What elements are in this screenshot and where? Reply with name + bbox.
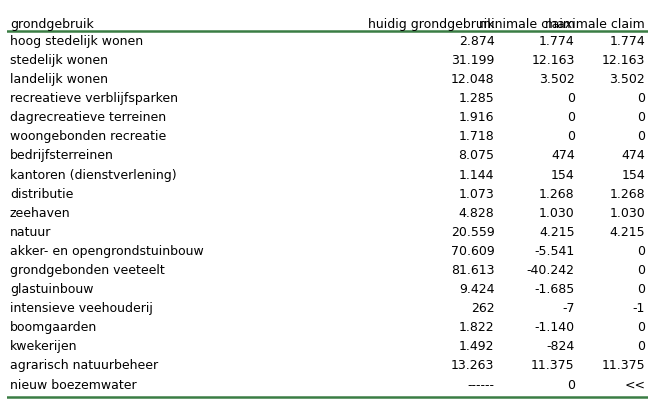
Text: intensieve veehouderij: intensieve veehouderij (10, 302, 153, 315)
Text: -7: -7 (562, 302, 574, 315)
Text: 9.424: 9.424 (459, 283, 495, 296)
Text: 1.774: 1.774 (539, 35, 574, 48)
Text: 1.144: 1.144 (459, 168, 495, 181)
Text: 8.075: 8.075 (458, 150, 495, 163)
Text: 0: 0 (567, 130, 574, 143)
Text: 0: 0 (567, 111, 574, 124)
Text: 1.073: 1.073 (458, 188, 495, 201)
Text: glastuinbouw: glastuinbouw (10, 283, 93, 296)
Text: boomgaarden: boomgaarden (10, 321, 97, 334)
Text: bedrijfsterreinen: bedrijfsterreinen (10, 150, 113, 163)
Text: -5.541: -5.541 (534, 245, 574, 258)
Text: akker- en opengrondstuinbouw: akker- en opengrondstuinbouw (10, 245, 204, 258)
Text: 0: 0 (567, 379, 574, 392)
Text: 11.375: 11.375 (531, 360, 574, 372)
Text: grondgebonden veeteelt: grondgebonden veeteelt (10, 264, 164, 277)
Text: -1.685: -1.685 (534, 283, 574, 296)
Text: 1.268: 1.268 (539, 188, 574, 201)
Text: 0: 0 (637, 264, 645, 277)
Text: kwekerijen: kwekerijen (10, 340, 77, 353)
Text: 12.163: 12.163 (602, 54, 645, 67)
Text: 474: 474 (622, 150, 645, 163)
Text: 4.215: 4.215 (610, 226, 645, 239)
Text: 154: 154 (622, 168, 645, 181)
Text: 262: 262 (471, 302, 495, 315)
Text: 0: 0 (637, 111, 645, 124)
Text: 12.163: 12.163 (531, 54, 574, 67)
Text: 11.375: 11.375 (601, 360, 645, 372)
Text: ------: ------ (468, 379, 495, 392)
Text: 3.502: 3.502 (539, 73, 574, 86)
Text: 1.718: 1.718 (458, 130, 495, 143)
Text: maximale claim: maximale claim (546, 18, 645, 31)
Text: huidig grondgebruik: huidig grondgebruik (368, 18, 495, 31)
Text: <<: << (624, 379, 645, 392)
Text: nieuw boezemwater: nieuw boezemwater (10, 379, 136, 392)
Text: 3.502: 3.502 (610, 73, 645, 86)
Text: 2.874: 2.874 (458, 35, 495, 48)
Text: 0: 0 (637, 321, 645, 334)
Text: 1.030: 1.030 (610, 207, 645, 220)
Text: 1.285: 1.285 (458, 92, 495, 105)
Text: 1.268: 1.268 (610, 188, 645, 201)
Text: stedelijk wonen: stedelijk wonen (10, 54, 108, 67)
Text: -1.140: -1.140 (534, 321, 574, 334)
Text: 474: 474 (551, 150, 574, 163)
Text: landelijk wonen: landelijk wonen (10, 73, 108, 86)
Text: -824: -824 (546, 340, 574, 353)
Text: 0: 0 (637, 340, 645, 353)
Text: 0: 0 (637, 92, 645, 105)
Text: agrarisch natuurbeheer: agrarisch natuurbeheer (10, 360, 158, 372)
Text: 81.613: 81.613 (451, 264, 495, 277)
Text: grondgebruik: grondgebruik (10, 18, 94, 31)
Text: 4.215: 4.215 (539, 226, 574, 239)
Text: 31.199: 31.199 (451, 54, 495, 67)
Text: 1.916: 1.916 (459, 111, 495, 124)
Text: 1.822: 1.822 (458, 321, 495, 334)
Text: -1: -1 (633, 302, 645, 315)
Text: 0: 0 (637, 283, 645, 296)
Text: kantoren (dienstverlening): kantoren (dienstverlening) (10, 168, 176, 181)
Text: 70.609: 70.609 (451, 245, 495, 258)
Text: 0: 0 (567, 92, 574, 105)
Text: 1.774: 1.774 (610, 35, 645, 48)
Text: natuur: natuur (10, 226, 51, 239)
Text: 4.828: 4.828 (458, 207, 495, 220)
Text: 12.048: 12.048 (451, 73, 495, 86)
Text: 0: 0 (637, 130, 645, 143)
Text: zeehaven: zeehaven (10, 207, 70, 220)
Text: 13.263: 13.263 (451, 360, 495, 372)
Text: 20.559: 20.559 (451, 226, 495, 239)
Text: woongebonden recreatie: woongebonden recreatie (10, 130, 166, 143)
Text: dagrecreatieve terreinen: dagrecreatieve terreinen (10, 111, 166, 124)
Text: 1.492: 1.492 (459, 340, 495, 353)
Text: distributie: distributie (10, 188, 73, 201)
Text: 154: 154 (551, 168, 574, 181)
Text: -40.242: -40.242 (527, 264, 574, 277)
Text: minimale claim: minimale claim (479, 18, 574, 31)
Text: 0: 0 (637, 245, 645, 258)
Text: 1.030: 1.030 (539, 207, 574, 220)
Text: recreatieve verblijfsparken: recreatieve verblijfsparken (10, 92, 178, 105)
Text: hoog stedelijk wonen: hoog stedelijk wonen (10, 35, 143, 48)
